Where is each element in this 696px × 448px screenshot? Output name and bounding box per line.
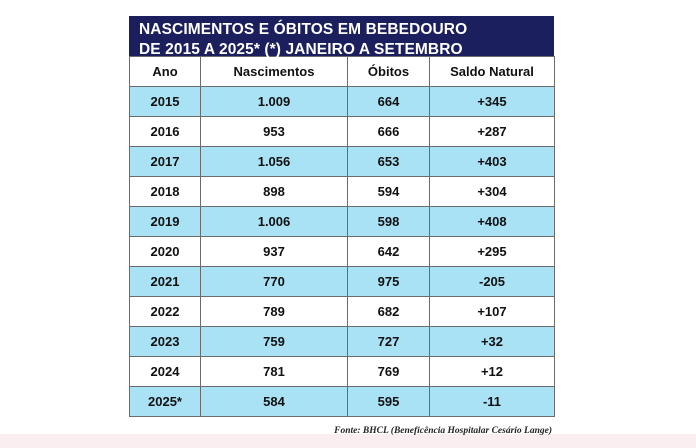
cell-deaths: 727 [347, 326, 430, 357]
table-row: 2021 770 975 -205 [129, 266, 555, 297]
table-row: 2023 759 727 +32 [129, 326, 555, 357]
cell-year: 2025* [129, 386, 201, 417]
cell-year: 2015 [129, 86, 201, 117]
data-table-card: NASCIMENTOS E ÓBITOS EM BEBEDOURO DE 201… [129, 16, 555, 417]
cell-natural-balance: +295 [429, 236, 555, 267]
cell-deaths: 598 [347, 206, 430, 237]
table-row: 2015 1.009 664 +345 [129, 86, 555, 117]
column-header-deaths: Óbitos [347, 56, 430, 87]
cell-deaths: 664 [347, 86, 430, 117]
table-row: 2025* 584 595 -11 [129, 386, 555, 417]
cell-births: 1.006 [200, 206, 348, 237]
cell-deaths: 975 [347, 266, 430, 297]
cell-natural-balance: +107 [429, 296, 555, 327]
column-header-births: Nascimentos [200, 56, 348, 87]
cell-year: 2021 [129, 266, 201, 297]
title-line-1: NASCIMENTOS E ÓBITOS EM BEBEDOURO [139, 21, 468, 38]
cell-natural-balance: +287 [429, 116, 555, 147]
cell-natural-balance: +345 [429, 86, 555, 117]
cell-natural-balance: +403 [429, 146, 555, 177]
cell-births: 770 [200, 266, 348, 297]
cell-year: 2019 [129, 206, 201, 237]
cell-deaths: 594 [347, 176, 430, 207]
cell-year: 2023 [129, 326, 201, 357]
births-deaths-table: Ano Nascimentos Óbitos Saldo Natural 201… [129, 56, 555, 417]
cell-births: 1.056 [200, 146, 348, 177]
title-line-2: DE 2015 A 2025* (*) JANEIRO A SETEMBRO [139, 41, 463, 58]
table-body: 2015 1.009 664 +345 2016 953 666 +287 2017 1.056 6… [129, 86, 555, 417]
table-row: 2020 937 642 +295 [129, 236, 555, 267]
cell-deaths: 682 [347, 296, 430, 327]
cell-year: 2018 [129, 176, 201, 207]
cell-year: 2020 [129, 236, 201, 267]
cell-natural-balance: -11 [429, 386, 555, 417]
cell-births: 898 [200, 176, 348, 207]
cell-year: 2016 [129, 116, 201, 147]
cell-year: 2022 [129, 296, 201, 327]
cell-natural-balance: +32 [429, 326, 555, 357]
column-header-year: Ano [129, 56, 201, 87]
cell-deaths: 653 [347, 146, 430, 177]
cell-natural-balance: -205 [429, 266, 555, 297]
cell-deaths: 642 [347, 236, 430, 267]
cell-natural-balance: +12 [429, 356, 555, 387]
cell-births: 789 [200, 296, 348, 327]
cell-year: 2024 [129, 356, 201, 387]
cell-births: 1.009 [200, 86, 348, 117]
cell-deaths: 595 [347, 386, 430, 417]
table-row: 2019 1.006 598 +408 [129, 206, 555, 237]
cell-births: 584 [200, 386, 348, 417]
cell-deaths: 769 [347, 356, 430, 387]
bottom-band [0, 434, 696, 448]
cell-year: 2017 [129, 146, 201, 177]
table-row: 2024 781 769 +12 [129, 356, 555, 387]
table-row: 2016 953 666 +287 [129, 116, 555, 147]
cell-natural-balance: +408 [429, 206, 555, 237]
table-row: 2018 898 594 +304 [129, 176, 555, 207]
cell-births: 759 [200, 326, 348, 357]
table-title: NASCIMENTOS E ÓBITOS EM BEBEDOURO DE 201… [129, 16, 554, 58]
header-row: Ano Nascimentos Óbitos Saldo Natural [129, 56, 555, 87]
cell-births: 953 [200, 116, 348, 147]
column-header-natural-balance: Saldo Natural [429, 56, 555, 87]
cell-births: 937 [200, 236, 348, 267]
table-row: 2022 789 682 +107 [129, 296, 555, 327]
source-note: Fonte: BHCL (Beneficência Hospitalar Ces… [334, 426, 552, 436]
cell-births: 781 [200, 356, 348, 387]
cell-deaths: 666 [347, 116, 430, 147]
table-row: 2017 1.056 653 +403 [129, 146, 555, 177]
cell-natural-balance: +304 [429, 176, 555, 207]
